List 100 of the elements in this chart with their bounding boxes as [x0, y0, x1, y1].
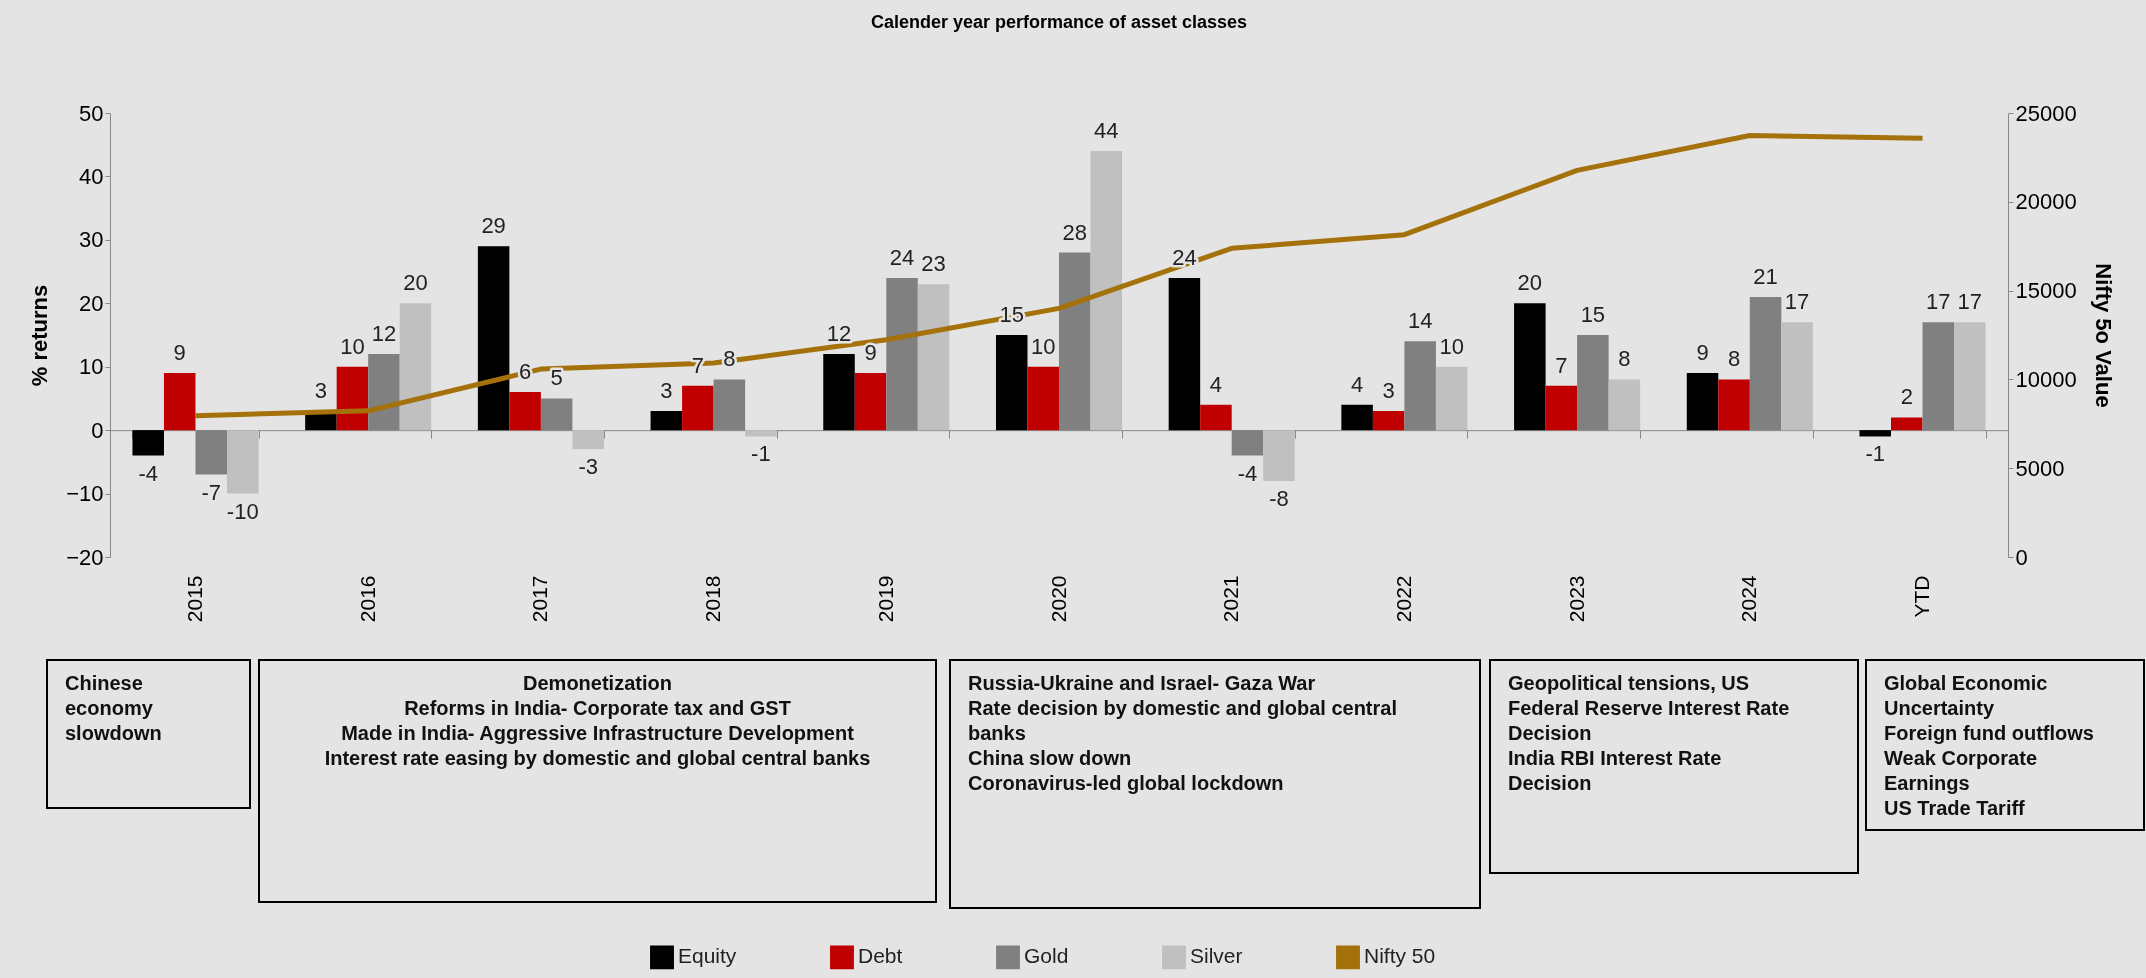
data-label: 14 [1407, 308, 1433, 334]
bar [1686, 373, 1719, 431]
bar [1859, 430, 1891, 437]
x-tick-label: YTD [1910, 575, 1934, 618]
y-tick-label: −20 [66, 544, 104, 570]
data-label: -1 [751, 441, 771, 467]
y2-tick-label: 25000 [2015, 100, 2077, 126]
legend-label: Nifty 50 [1364, 944, 1436, 968]
data-label: 4 [1351, 371, 1364, 397]
data-label: 5 [550, 365, 563, 391]
legend-label: Gold [1024, 944, 1069, 968]
data-label: 17 [1926, 289, 1951, 315]
bar [132, 430, 164, 456]
data-label: 10 [1031, 333, 1056, 359]
data-label: -1 [1865, 441, 1886, 467]
y-tick-label: 50 [79, 100, 104, 126]
text: Geopolitical tensions, US Federal Reserve Interest Rate Decision India RBI Interest Rate Decision [1508, 672, 1790, 794]
data-label: 2 [1900, 384, 1913, 410]
bar [477, 246, 510, 431]
x-tick-label: 2019 [873, 575, 897, 623]
data-label: -7 [201, 479, 222, 505]
data-label: 15 [1580, 302, 1606, 327]
data-label: 9 [864, 340, 877, 366]
y-axis-title: % returns [27, 284, 53, 387]
bar [1263, 430, 1295, 481]
data-label: 44 [1094, 118, 1119, 144]
data-label: 3 [314, 378, 328, 404]
legend-label: Debt [858, 944, 903, 968]
bar [854, 373, 887, 431]
bar [1514, 303, 1546, 431]
bar [1608, 379, 1641, 431]
bar [1200, 404, 1232, 431]
bar [995, 335, 1028, 431]
data-label: 12 [826, 321, 852, 347]
data-label: 8 [1727, 346, 1741, 372]
y2-tick-label: 10000 [2015, 366, 2077, 392]
x-tick-label: 2017 [528, 575, 552, 623]
bar [1027, 366, 1059, 431]
data-label: -4 [138, 460, 158, 486]
x-tick-label: 2018 [701, 575, 725, 623]
data-label: 20 [1517, 270, 1543, 296]
bar [1168, 277, 1201, 431]
bar [1890, 417, 1923, 431]
y2-axis-title: Nifty 5o Value [2090, 263, 2116, 408]
data-label: 9 [1696, 340, 1709, 366]
y-tick-label: −10 [66, 481, 104, 507]
chart-title: Calender year performance of asset classes [870, 12, 1248, 32]
y2-tick-label: 15000 [2015, 278, 2077, 304]
bar [399, 303, 432, 431]
data-label: 10 [340, 333, 365, 359]
text: Demonetization Reforms in India- Corporate tax and GST Made in India- Aggressive Infrastructure Development Interest rate easing by domestic and global central banks [324, 672, 871, 769]
bar [1718, 379, 1750, 431]
data-label: -8 [1269, 485, 1289, 511]
bar [745, 430, 777, 437]
y-tick-label: 20 [79, 290, 104, 316]
data-label: 23 [921, 251, 946, 277]
text: Chinese economy slowdown [65, 672, 162, 744]
bar [572, 430, 604, 450]
y2-tick-label: 20000 [2015, 189, 2077, 215]
bar [227, 430, 259, 494]
bar [1435, 366, 1468, 431]
x-tick-label: 2016 [355, 575, 379, 623]
data-label: 29 [481, 213, 506, 239]
x-tick-label: 2015 [182, 575, 206, 623]
bar [682, 385, 714, 431]
data-label: -10 [226, 498, 259, 524]
bar [1372, 411, 1405, 431]
data-label: 17 [1957, 289, 1983, 315]
data-label: 9 [173, 340, 186, 366]
x-tick-label: 2023 [1564, 575, 1588, 623]
bar [917, 284, 950, 431]
y-tick-label: 10 [79, 354, 104, 380]
bar [1090, 151, 1123, 431]
data-label: 21 [1753, 263, 1778, 289]
bar [163, 373, 196, 431]
bar [823, 354, 855, 431]
x-tick-label: 2021 [1219, 575, 1243, 623]
data-label: 3 [660, 378, 673, 404]
legend-label: Silver [1190, 944, 1243, 968]
data-label: 20 [403, 270, 428, 296]
bar [650, 411, 683, 431]
bar [1781, 322, 1813, 431]
legend-label: Equity [678, 944, 737, 968]
data-label: 4 [1209, 371, 1223, 397]
x-tick-label: 2024 [1737, 575, 1761, 623]
bar [1954, 322, 1986, 431]
data-label: 24 [889, 244, 915, 270]
y-tick-label: 30 [79, 227, 104, 253]
data-label: 3 [1382, 378, 1395, 404]
bar [336, 366, 369, 431]
text: Russia-Ukraine and Israel- Gaza War Rate decision by domestic and global central banks China slow down Coronavirus-led global lockdown [968, 672, 1397, 794]
data-label: 8 [1618, 346, 1631, 372]
y-tick-label: 0 [91, 417, 104, 443]
data-label: 12 [371, 321, 397, 347]
data-label: 7 [1555, 352, 1568, 378]
y-tick-label: 40 [79, 163, 104, 189]
data-label: -4 [1237, 460, 1258, 486]
x-tick-label: 2022 [1391, 575, 1415, 623]
text: Global Economic Uncertainty Foreign fund outflows Weak Corporate Earnings US Trade Tariff [1884, 672, 2094, 819]
bar [1545, 385, 1578, 431]
